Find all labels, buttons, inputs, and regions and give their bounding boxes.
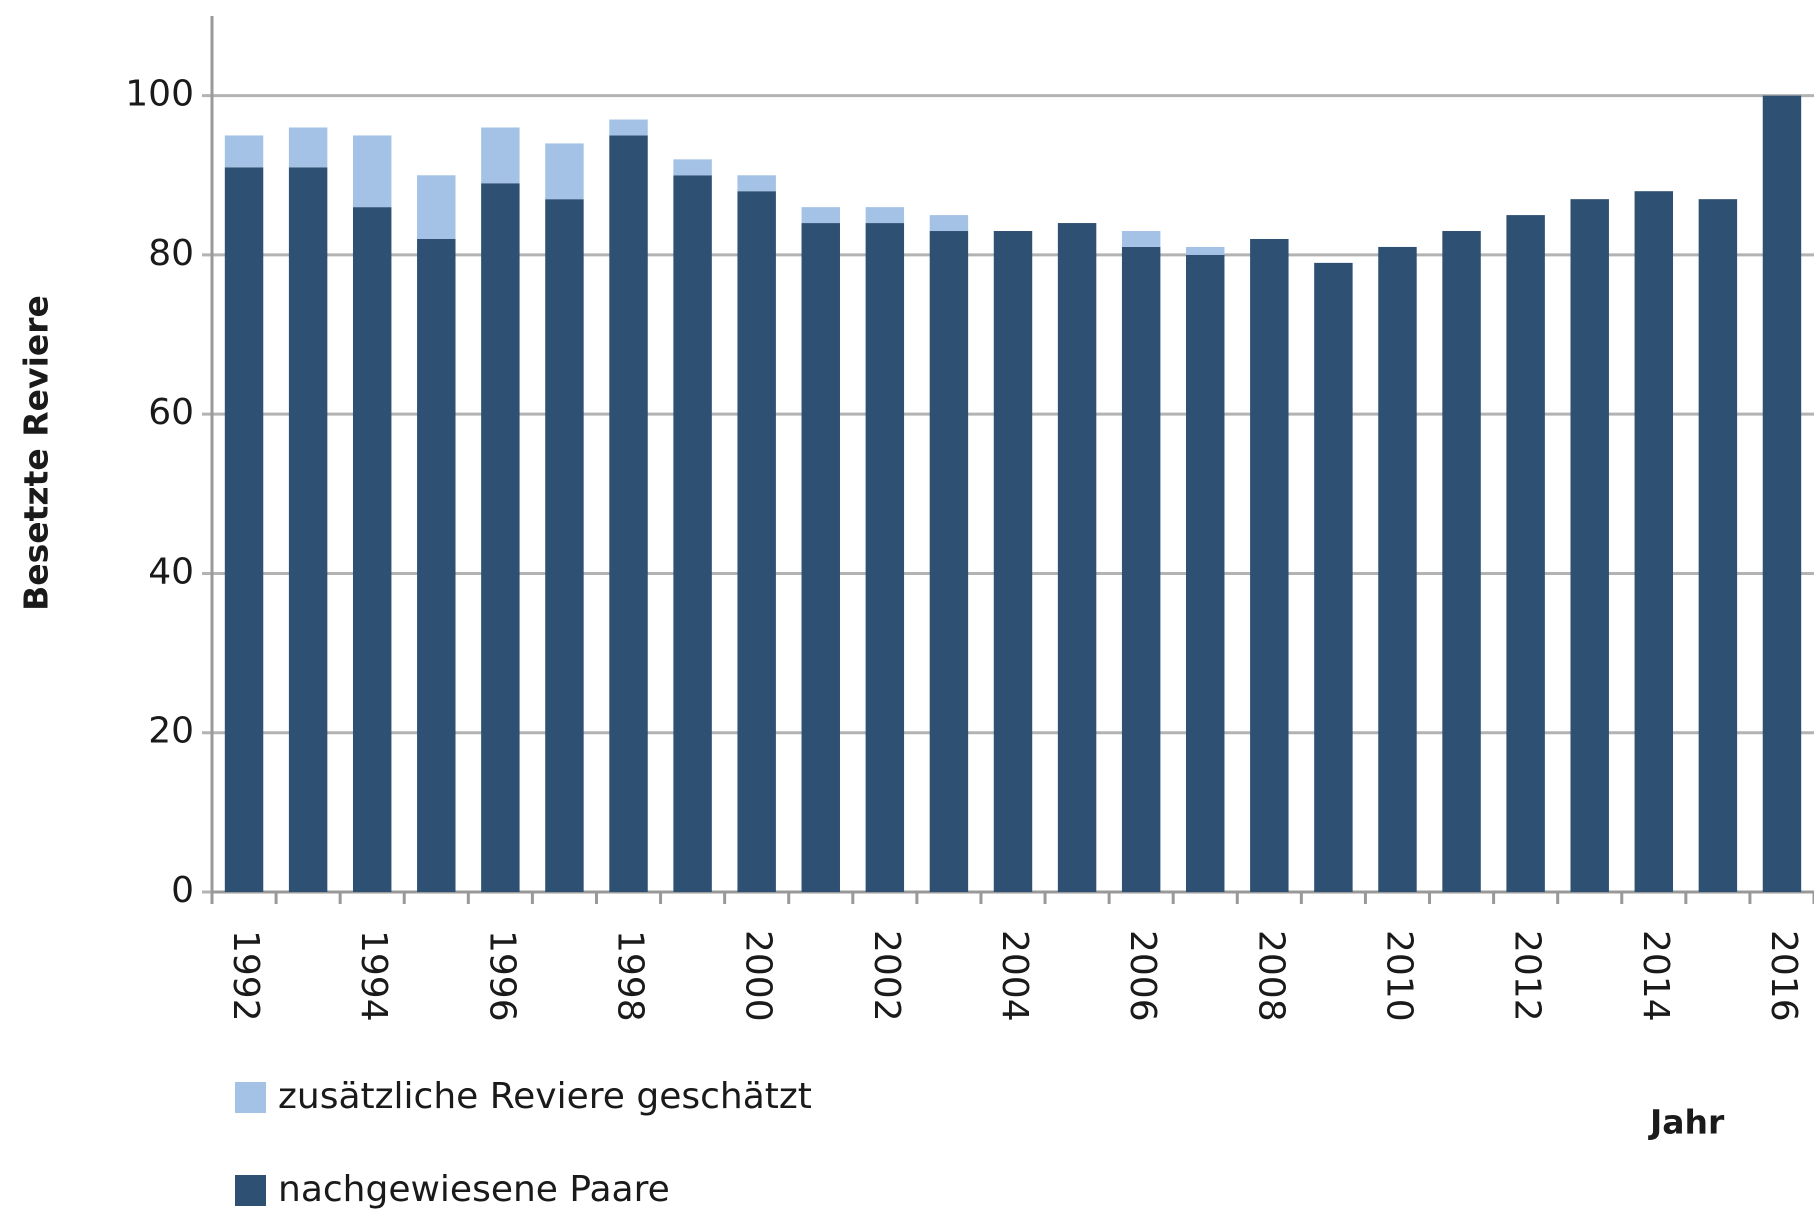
y-axis-label: Besetzte Reviere <box>17 295 56 611</box>
legend-swatch <box>235 1175 266 1206</box>
bar <box>737 191 776 892</box>
x-tick-label: 1998 <box>610 930 651 1022</box>
bar <box>929 215 969 232</box>
y-tick-label: 80 <box>148 233 194 274</box>
x-tick-label: 2016 <box>1763 930 1804 1022</box>
y-tick-label: 100 <box>125 74 194 115</box>
x-tick-label: 2006 <box>1122 930 1163 1022</box>
bar <box>737 175 776 192</box>
legend-swatch <box>235 1082 266 1113</box>
bar <box>352 135 392 208</box>
bar <box>545 143 584 200</box>
x-tick-label: 2012 <box>1507 930 1548 1022</box>
bar <box>865 207 905 224</box>
bar <box>1762 95 1802 893</box>
bar <box>1634 191 1674 892</box>
bar <box>673 159 712 176</box>
bar <box>1250 238 1289 892</box>
bar <box>1186 254 1225 893</box>
bar <box>1121 231 1161 247</box>
bar <box>1121 246 1161 893</box>
x-tick-label: 2000 <box>738 930 779 1022</box>
bar <box>288 127 328 168</box>
bar <box>1057 223 1097 892</box>
bar <box>417 175 456 239</box>
bar <box>417 238 456 892</box>
bar <box>609 135 648 893</box>
bar <box>352 207 392 893</box>
x-tick-label: 2010 <box>1378 930 1419 1022</box>
bar <box>224 167 264 893</box>
bar <box>1314 262 1353 892</box>
bar <box>224 135 264 168</box>
legend-label: nachgewiesene Paare <box>278 1169 670 1210</box>
bar <box>288 167 328 893</box>
bar <box>1698 199 1738 892</box>
y-tick-label: 0 <box>171 870 194 911</box>
x-tick-label: 1992 <box>225 930 266 1022</box>
x-tick-label: 1994 <box>353 930 394 1022</box>
y-tick-label: 60 <box>148 392 194 433</box>
bar <box>929 231 969 892</box>
bar <box>673 175 712 893</box>
bar <box>1378 246 1417 893</box>
bar <box>865 223 905 892</box>
bar <box>481 127 520 184</box>
bar <box>545 199 584 892</box>
bar <box>801 207 840 224</box>
y-tick-label: 40 <box>148 551 194 592</box>
x-axis-label: Jahr <box>1648 1103 1725 1142</box>
legend-label: zusätzliche Reviere geschätzt <box>278 1076 812 1117</box>
bar <box>993 231 1033 892</box>
bar <box>1442 231 1481 892</box>
x-tick-label: 2014 <box>1635 930 1676 1022</box>
x-tick-label: 2008 <box>1250 930 1291 1022</box>
x-tick-label: 2004 <box>994 930 1035 1022</box>
bar <box>1506 215 1545 892</box>
bar <box>801 223 840 892</box>
bar <box>1570 199 1609 892</box>
y-tick-label: 20 <box>148 711 194 752</box>
x-tick-label: 2002 <box>866 930 907 1022</box>
x-tick-label: 1996 <box>481 930 522 1022</box>
bar <box>481 183 520 893</box>
bar <box>1186 246 1225 255</box>
bar <box>609 119 648 136</box>
